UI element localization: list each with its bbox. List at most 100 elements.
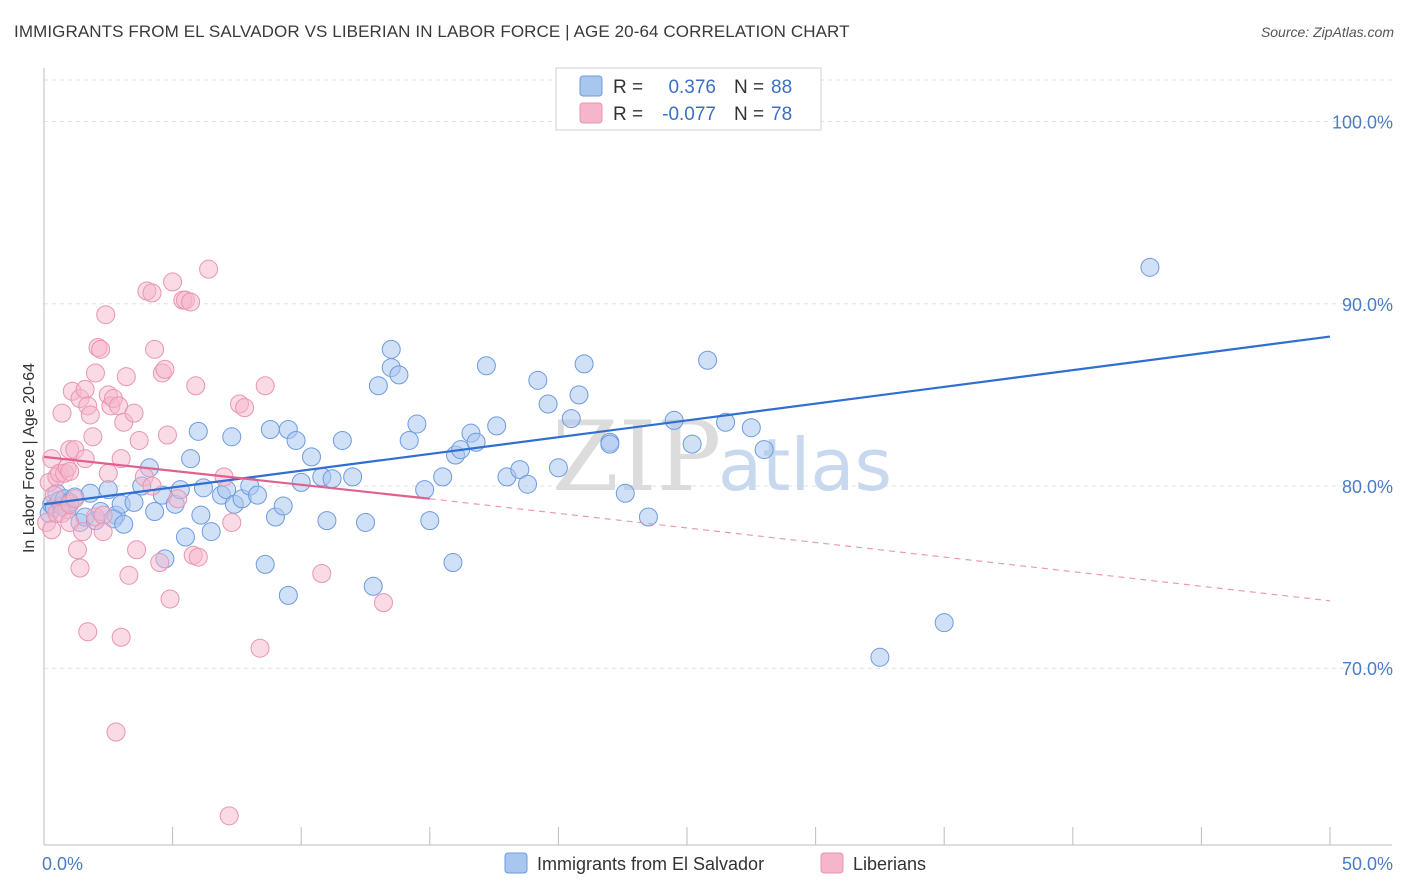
point-s1-21 bbox=[73, 522, 93, 542]
series-legend-label-2: Liberians bbox=[853, 854, 926, 874]
point-s0-58 bbox=[389, 365, 409, 385]
point-s1-51 bbox=[142, 283, 162, 303]
y-tick-label-1: 80.0% bbox=[1342, 477, 1393, 497]
point-s0-30 bbox=[191, 505, 211, 525]
point-s1-22 bbox=[75, 379, 95, 399]
grid-lines bbox=[44, 79, 1392, 669]
trend-line-blue bbox=[43, 335, 1331, 506]
point-s0-41 bbox=[255, 554, 275, 574]
point-s1-33 bbox=[93, 522, 113, 542]
point-s0-91 bbox=[278, 585, 298, 605]
point-s1-57 bbox=[160, 589, 180, 609]
point-s0-44 bbox=[273, 496, 293, 516]
point-s1-72 bbox=[250, 638, 270, 658]
point-s0-42 bbox=[260, 420, 280, 440]
point-s1-76 bbox=[60, 461, 80, 481]
point-s0-82 bbox=[682, 434, 702, 454]
legend-r-value-2: -0.077 bbox=[662, 104, 716, 125]
point-s0-92 bbox=[381, 339, 401, 359]
point-s0-73 bbox=[528, 370, 548, 390]
series-legend-swatch-pink bbox=[820, 852, 844, 874]
correlation-legend: R = 0.376 N = 88 R = -0.077 N = 78 bbox=[555, 67, 822, 131]
point-s1-58 bbox=[163, 272, 183, 292]
point-s1-48 bbox=[129, 430, 149, 450]
point-s1-32 bbox=[93, 505, 113, 525]
point-s1-73 bbox=[255, 376, 275, 396]
point-s1-18 bbox=[67, 540, 87, 560]
point-s0-71 bbox=[510, 460, 530, 480]
point-s0-48 bbox=[301, 447, 321, 467]
series-legend: Immigrants from El Salvador Liberians bbox=[504, 852, 926, 874]
point-s1-28 bbox=[85, 363, 105, 383]
point-s1-44 bbox=[116, 367, 136, 387]
point-s0-55 bbox=[363, 576, 383, 596]
legend-swatch-pink bbox=[579, 102, 603, 124]
chart-title: IMMIGRANTS FROM EL SALVADOR VS LIBERIAN … bbox=[14, 22, 850, 41]
point-s0-52 bbox=[332, 430, 352, 450]
point-s1-53 bbox=[150, 553, 170, 573]
watermark-atlas: atlas bbox=[718, 423, 892, 507]
point-s0-46 bbox=[286, 430, 306, 450]
legend-n-label-2: N = bbox=[734, 104, 764, 125]
point-s0-85 bbox=[741, 418, 761, 438]
point-s0-23 bbox=[145, 502, 165, 522]
point-s1-39 bbox=[106, 722, 126, 742]
legend-r-label-1: R = bbox=[613, 77, 643, 98]
data-points bbox=[37, 257, 1160, 826]
point-s1-41 bbox=[111, 627, 131, 647]
point-s1-56 bbox=[157, 425, 177, 445]
point-s1-46 bbox=[124, 403, 144, 423]
point-s0-28 bbox=[175, 527, 195, 547]
point-s1-75 bbox=[374, 593, 394, 613]
point-s0-75 bbox=[548, 458, 568, 478]
point-s0-54 bbox=[356, 512, 375, 532]
point-s0-80 bbox=[638, 507, 658, 527]
point-s0-50 bbox=[317, 511, 337, 531]
legend-r-value-1: 0.376 bbox=[668, 77, 716, 98]
point-s1-66 bbox=[199, 259, 219, 279]
point-s0-19 bbox=[114, 514, 134, 534]
point-s0-51 bbox=[322, 469, 342, 489]
point-s1-69 bbox=[222, 512, 242, 532]
point-s1-68 bbox=[219, 806, 239, 826]
source-label: Source: ZipAtlas.com bbox=[1260, 24, 1394, 40]
point-s0-88 bbox=[934, 613, 954, 633]
point-s1-3 bbox=[42, 520, 62, 540]
point-s0-94 bbox=[600, 434, 620, 454]
point-s0-47 bbox=[291, 472, 311, 492]
point-s0-89 bbox=[1140, 257, 1160, 277]
point-s1-62 bbox=[181, 292, 201, 312]
legend-r-label-2: R = bbox=[613, 104, 643, 125]
y-tick-label-3: 100.0% bbox=[1332, 113, 1393, 133]
point-s0-29 bbox=[181, 449, 201, 469]
y-tick-label-2: 90.0% bbox=[1342, 295, 1393, 315]
point-s0-84 bbox=[716, 412, 736, 432]
point-s0-87 bbox=[870, 647, 890, 667]
point-s1-4 bbox=[44, 485, 64, 505]
point-s0-59 bbox=[399, 430, 419, 450]
point-s1-31 bbox=[91, 339, 111, 359]
trend-line-pink-dashed bbox=[429, 498, 1331, 602]
point-s1-55 bbox=[155, 359, 175, 379]
y-axis-label: In Labor Force | Age 20-64 bbox=[21, 363, 38, 553]
point-s0-68 bbox=[476, 356, 496, 376]
point-s1-34 bbox=[96, 305, 116, 325]
point-s1-42 bbox=[111, 449, 131, 469]
point-s1-14 bbox=[60, 512, 80, 532]
point-s1-25 bbox=[78, 622, 98, 642]
point-s0-63 bbox=[433, 467, 453, 487]
y-tick-label-0: 70.0% bbox=[1342, 659, 1393, 679]
point-s1-36 bbox=[98, 463, 118, 483]
point-s0-86 bbox=[754, 440, 774, 460]
point-s1-8 bbox=[52, 403, 72, 423]
point-s0-72 bbox=[518, 474, 538, 494]
x-tick-label-0: 0.0% bbox=[42, 854, 83, 874]
trend-lines bbox=[43, 335, 1331, 602]
point-s1-52 bbox=[145, 339, 165, 359]
point-s0-62 bbox=[420, 511, 440, 531]
point-s0-74 bbox=[538, 394, 558, 414]
point-s0-31 bbox=[188, 421, 208, 441]
point-s0-20 bbox=[124, 492, 144, 512]
point-s0-79 bbox=[615, 483, 635, 503]
